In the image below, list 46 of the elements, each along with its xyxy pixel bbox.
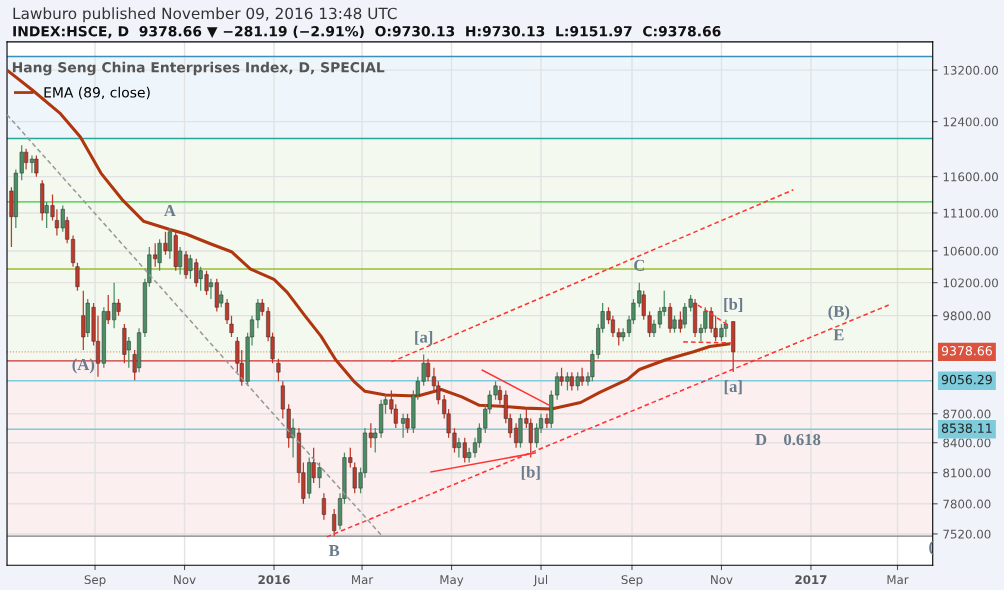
candlestick	[81, 290, 86, 351]
candlestick	[34, 154, 39, 178]
x-tick-label: 2017	[795, 575, 827, 585]
annotation: B	[328, 545, 340, 557]
annotation: A	[164, 205, 176, 217]
y-tick-label: 8700.00	[943, 409, 991, 419]
annotation: [a]	[724, 380, 742, 395]
x-tick-label: Sep	[84, 575, 106, 587]
chart-title: Lawburo published November 09, 2016 13:48 UTC	[13, 7, 397, 23]
x-tick-label: Mar	[352, 575, 374, 585]
ref-line-label: 9378.66	[941, 346, 992, 356]
ref-line-label: 9056.29	[941, 374, 992, 385]
annotation: (B)	[828, 305, 850, 321]
annotation: [b]	[521, 465, 540, 480]
y-tick-label: 8100.00	[943, 468, 991, 478]
x-tick-label: Mar	[887, 575, 909, 585]
candlestick	[401, 413, 406, 439]
annotation: [b]	[724, 298, 743, 312]
x-tick-label: Nov	[711, 575, 733, 585]
ref-line-label: 8538.11	[941, 423, 992, 433]
y-tick-label: 8400.00	[943, 438, 991, 448]
annotation: E	[833, 329, 844, 341]
candlestick	[723, 319, 728, 338]
annotation: 0.618	[784, 433, 821, 446]
y-tick-label: 11600.00	[943, 172, 998, 182]
annotation: Hang Seng China Enterprises Index, D, SPECIAL	[12, 61, 385, 76]
x-tick-label: May	[440, 575, 464, 587]
candlestick	[321, 492, 326, 521]
y-tick-label: 7520.00	[943, 529, 991, 539]
y-tick-label: 13200.00	[943, 65, 998, 75]
annotation: (A)	[72, 358, 95, 374]
legend-label: EMA (89, close)	[44, 86, 150, 100]
y-tick-label: 12400.00	[943, 117, 998, 127]
y-tick-label: 7800.00	[943, 499, 991, 509]
x-tick-label: Sep	[621, 575, 643, 587]
y-tick-label: 10600.00	[943, 246, 998, 256]
y-tick-label: 11100.00	[943, 208, 998, 218]
annotation: [a]	[415, 330, 433, 345]
y-tick-label: 10200.00	[943, 278, 998, 288]
x-tick-label: Jul	[533, 574, 548, 587]
y-tick-label: 9800.00	[943, 311, 991, 321]
x-tick-label: 2016	[258, 575, 290, 585]
annotation: D	[755, 434, 767, 446]
chart-subtitle: INDEX:HSCE, D 9378.66 ▼ −281.19 (−2.91%) O:9730.13 H:9730.13 L:9151.97 C:9378.66	[13, 25, 721, 39]
x-tick-label: Nov	[174, 575, 196, 585]
annotation: (	[929, 540, 934, 556]
